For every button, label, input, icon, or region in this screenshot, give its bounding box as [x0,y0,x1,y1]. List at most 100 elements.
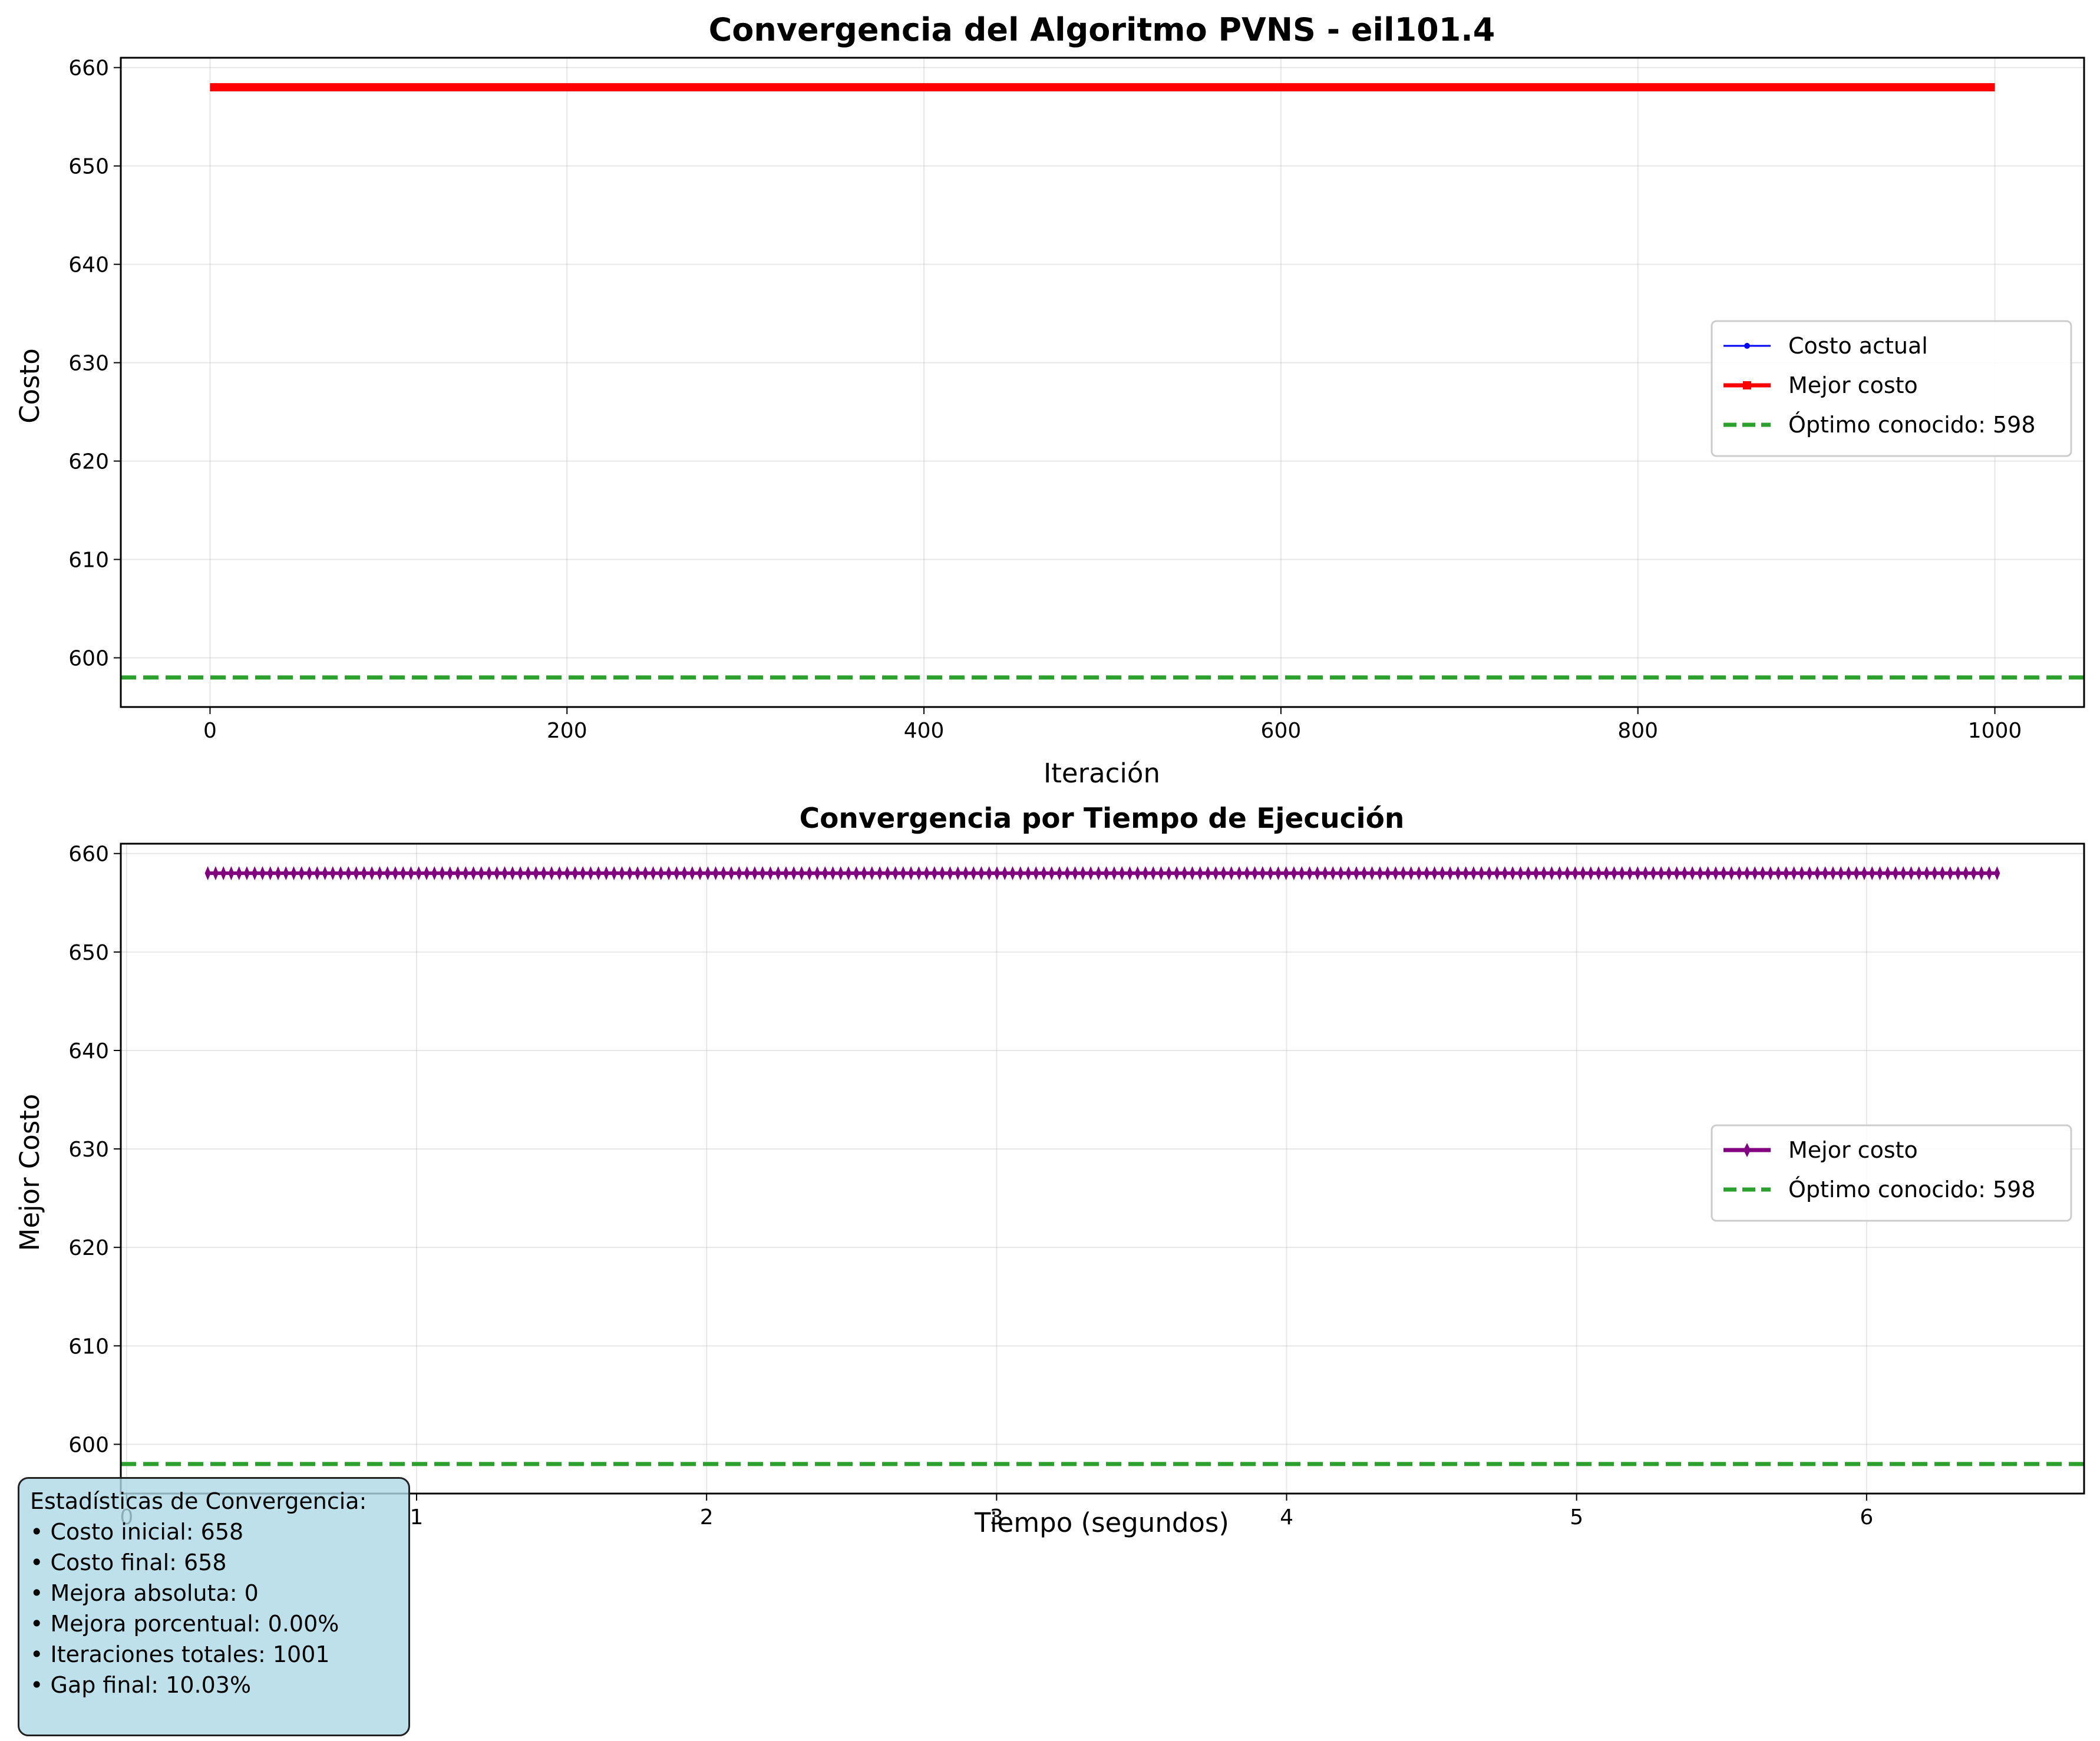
bottom-chart-xtick-label: 1 [410,1505,424,1529]
bottom-chart-series-marker [782,866,789,881]
bottom-chart-series-marker [1603,866,1610,881]
bottom-chart-series-marker [329,866,336,881]
bottom-chart-series-marker [1158,866,1164,881]
bottom-chart-plot-frame [120,843,2085,1495]
bottom-chart-series-marker [767,866,774,881]
bottom-chart-series-marker [1752,866,1758,881]
bottom-chart-series-marker [853,866,860,881]
bottom-chart-series-marker [1173,866,1180,881]
bottom-chart-series-marker [439,866,445,881]
bottom-chart-series-marker [1455,866,1461,881]
bottom-chart-xtick-label: 3 [990,1505,1003,1529]
bottom-chart-series-marker [377,866,383,881]
bottom-chart-series-marker [400,866,407,881]
bottom-chart-series-marker [1267,866,1274,881]
bottom-chart-series-marker [1697,866,1703,881]
bottom-chart-series-marker [650,866,656,881]
bottom-chart-series-marker [1111,866,1117,881]
bottom-chart-series-marker [970,866,977,881]
bottom-chart-series-marker [861,866,867,881]
bottom-chart-series-marker [1759,866,1766,881]
bottom-chart-series-marker [533,866,539,881]
bottom-chart-series-marker [322,866,328,881]
bottom-chart-series-marker [1361,866,1368,881]
top-chart-ytick-label: 620 [68,450,109,474]
bottom-chart-series-marker [1314,866,1320,881]
bottom-chart-series-marker [228,866,235,881]
bottom-chart: 0123456600610620630640650660Mejor costoÓ… [68,843,2085,1529]
bottom-chart-series-marker [1322,866,1328,881]
bottom-chart-series-marker [1103,866,1110,881]
bottom-chart-series-marker [384,866,391,881]
top-chart-ytick-label: 610 [68,549,109,573]
bottom-chart-series-marker [1252,866,1258,881]
bottom-chart-xtick-label: 4 [1280,1505,1293,1529]
top-chart-ytick-label: 600 [68,647,109,671]
bottom-chart-series-marker [314,866,321,881]
top-chart-title: Convergencia del Algoritmo PVNS - eil101… [709,11,1495,48]
bottom-chart-series-marker [666,866,672,881]
bottom-chart-series-marker [1220,866,1227,881]
bottom-chart-series-marker [806,866,813,881]
stats-title: Estadísticas de Convergencia: [30,1488,367,1514]
top-chart-plot-frame [120,57,2085,708]
bottom-chart-series-marker [1431,866,1438,881]
bottom-chart-series-marker [1556,866,1563,881]
bottom-chart-series-marker [814,866,820,881]
bottom-chart-series-marker [744,866,750,881]
bottom-chart-series-marker [252,866,258,881]
bottom-chart-series-marker [1807,866,1813,881]
bottom-chart-series-marker [267,866,273,881]
top-chart-xtick-label: 800 [1617,719,1658,743]
bottom-chart-series-marker [1002,866,1008,881]
bottom-chart-series-marker [1470,866,1477,881]
bottom-chart-series-marker [1861,866,1867,881]
bottom-chart-series-marker [447,866,453,881]
bottom-chart-series-marker [1666,866,1672,881]
stats-box: Estadísticas de Convergencia: • Costo in… [18,1477,410,1736]
bottom-chart-series-marker [681,866,688,881]
bottom-chart-series-marker [986,866,992,881]
bottom-chart-series-marker [1275,866,1282,881]
stats-line: • Mejora porcentual: 0.00% [30,1611,339,1637]
bottom-chart-series-marker [1791,866,1797,881]
bottom-chart-series-marker [454,866,461,881]
bottom-chart-series-marker [1283,866,1289,881]
bottom-chart-series-marker [1017,866,1023,881]
bottom-chart-series-marker [1548,866,1555,881]
bottom-chart-legend [1711,1124,2072,1222]
bottom-chart-series-marker [720,866,727,881]
bottom-chart-series-marker [1845,866,1852,881]
stats-line: • Costo inicial: 658 [30,1519,244,1545]
bottom-chart-series-marker [1736,866,1742,881]
bottom-chart-series-marker [1376,866,1383,881]
bottom-chart-series-marker [1517,866,1524,881]
bottom-chart-series-marker [1181,866,1188,881]
bottom-chart-series-marker [939,866,946,881]
bottom-chart-title: Convergencia por Tiempo de Ejecución [800,802,1405,835]
bottom-chart-series-marker [204,866,211,881]
bottom-chart-series-marker [1783,866,1789,881]
bottom-chart-series-marker [892,866,899,881]
bottom-chart-series-marker [408,866,414,881]
bottom-chart-series-marker [673,866,680,881]
bottom-chart-series-marker [978,866,985,881]
bottom-chart-series-marker [1712,866,1719,881]
bottom-chart-series-marker [1822,866,1828,881]
bottom-chart-series-marker [1986,866,1993,881]
bottom-chart-series-marker [1408,866,1414,881]
bottom-chart-series-marker [1838,866,1844,881]
bottom-chart-series-marker [1213,866,1219,881]
bottom-chart-series-marker [1892,866,1898,881]
bottom-chart-series-marker [955,866,961,881]
stats-line: • Mejora absoluta: 0 [30,1580,259,1606]
bottom-chart-series-marker [736,866,742,881]
bottom-chart-legend-label: Mejor costo [1788,1137,1918,1163]
top-chart-ytick-label: 640 [68,253,109,277]
bottom-chart-series-marker [1939,866,1946,881]
bottom-chart-series-marker [1345,866,1352,881]
bottom-chart-series-marker [587,866,594,881]
bottom-chart-xlabel: Tiempo (segundos) [974,1507,1229,1538]
bottom-chart-ylabel: Mejor Costo [14,1094,45,1251]
